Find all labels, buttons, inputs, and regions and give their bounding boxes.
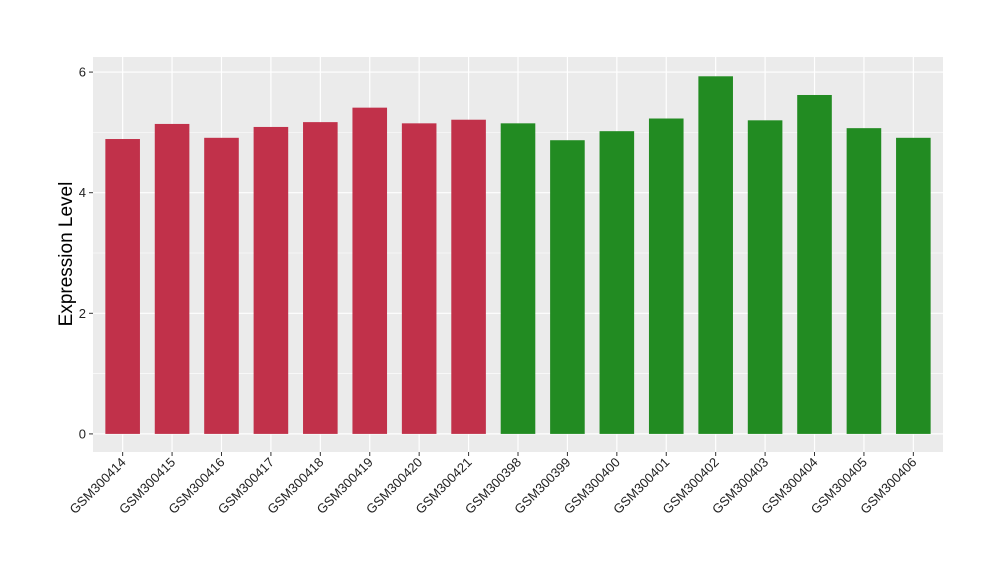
- bars: [105, 76, 931, 434]
- y-tick-label: 2: [79, 306, 86, 321]
- y-axis: 0 2 4 6: [79, 65, 93, 441]
- bar: [303, 122, 338, 434]
- bar: [451, 119, 486, 434]
- y-tick-label: 6: [79, 65, 86, 80]
- bar: [797, 94, 832, 434]
- bar: [846, 128, 882, 434]
- bar: [204, 137, 239, 434]
- bar: [154, 123, 190, 434]
- x-axis: GSM300414GSM300415GSM300416GSM300417GSM3…: [67, 452, 919, 517]
- bar: [648, 118, 684, 434]
- bar: [105, 139, 140, 434]
- bar: [550, 140, 585, 434]
- bar: [747, 120, 783, 434]
- bar: [253, 126, 289, 434]
- y-tick-label: 0: [79, 426, 86, 441]
- bar: [896, 137, 931, 434]
- y-tick-label: 4: [79, 185, 86, 200]
- bar: [599, 131, 635, 434]
- bar: [698, 76, 733, 434]
- bar: [401, 123, 437, 434]
- bar: [500, 123, 536, 434]
- y-axis-title: Expression Level: [56, 182, 77, 327]
- bar: [352, 107, 388, 434]
